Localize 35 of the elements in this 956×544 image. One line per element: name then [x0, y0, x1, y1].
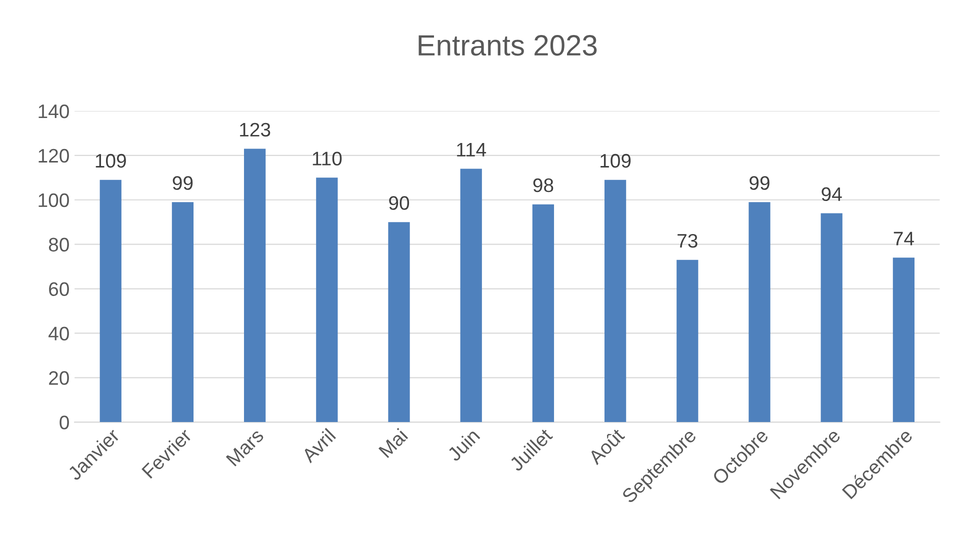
y-tick-label: 60	[49, 282, 69, 296]
bar	[388, 222, 410, 422]
bar	[532, 204, 554, 422]
bar	[676, 260, 698, 422]
bar	[892, 258, 915, 422]
data-label: 109	[96, 154, 126, 168]
y-tick-label: 120	[38, 148, 69, 163]
bar	[820, 213, 842, 422]
bar	[316, 178, 338, 422]
bar	[604, 180, 626, 422]
chart-title: Entrants 2023	[418, 35, 597, 56]
y-tick-label: 100	[38, 193, 69, 208]
data-label: 109	[600, 154, 631, 168]
data-label: 90	[389, 196, 410, 210]
bar	[748, 202, 770, 422]
y-tick-label: 20	[49, 371, 69, 385]
data-label: 99	[172, 176, 193, 190]
bar	[172, 202, 194, 422]
bar	[460, 168, 482, 422]
bar	[244, 148, 266, 422]
y-tick-label: 0	[60, 416, 69, 430]
data-label: 94	[822, 187, 842, 202]
y-tick-label: 80	[48, 238, 69, 252]
bar	[100, 180, 122, 422]
data-label: 98	[533, 178, 554, 192]
x-tick-label: Juin	[446, 428, 480, 462]
data-label: 110	[312, 152, 342, 166]
data-label: 74	[894, 232, 914, 246]
data-label: 73	[678, 234, 698, 248]
y-tick-label: 40	[48, 326, 69, 340]
x-tick-label: Mai	[378, 428, 408, 458]
data-label: 99	[750, 176, 770, 190]
data-label: 114	[457, 143, 486, 156]
data-label: 123	[240, 122, 270, 137]
y-tick-label: 140	[38, 104, 69, 118]
